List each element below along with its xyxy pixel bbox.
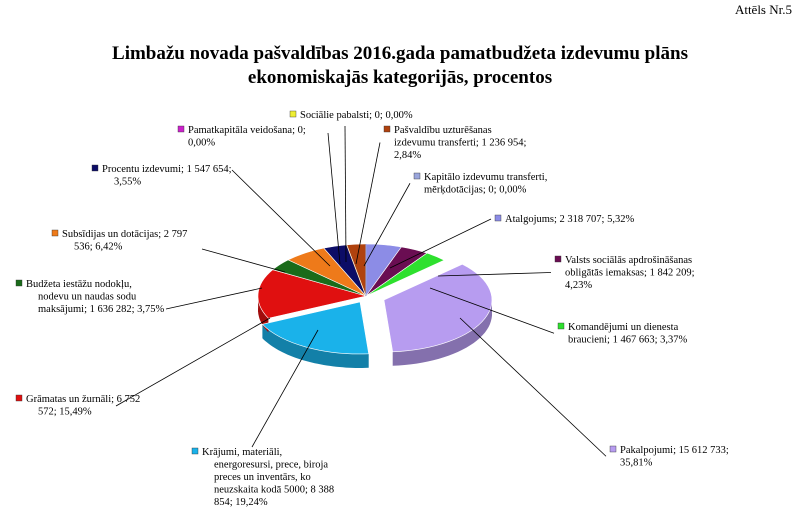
leader-line-subsidijas-un-dotacijas — [201, 248, 286, 273]
legend-key-valsts-socialas-apdrosinasanas-obligatas — [554, 255, 562, 263]
pie-side-krajumi-materiali-energoresursi-prece-bi — [262, 324, 369, 368]
leader-line-krajumi-materiali-energoresursi-prece-bi — [251, 329, 319, 448]
leader-line-pakalpojumi — [459, 317, 607, 457]
legend-key-gramatas-un-zurnali — [15, 394, 23, 402]
chart-title-line-1: Limbažu novada pašvaldības 2016.gada pam… — [112, 43, 688, 64]
pie-slice-gramatas-un-zurnali — [257, 269, 367, 319]
data-label-krajumi-materiali-energoresursi-prece-bi: Krājumi, materiāli, energoresursi, prece,… — [202, 447, 334, 508]
legend-key-atalgojums — [494, 214, 502, 222]
legend-key-kapitalo-izdevumu-transferti-merkdotacij — [413, 172, 421, 180]
data-label-pakalpojumi: Pakalpojumi; 15 612 733; 35,81% — [620, 445, 729, 469]
legend-key-budzeta-iestazu-nodoklu-nodevu-un-naudas — [15, 279, 23, 287]
legend-key-pasvaldibu-uzturesanas-izdevumu-transfer — [383, 125, 391, 133]
pie-side-gramatas-un-zurnali — [258, 293, 269, 333]
leader-line-atalgojums — [389, 218, 492, 269]
data-label-socialie-pabalsti: Sociālie pabalsti; 0; 0,00% — [300, 110, 413, 121]
chart-title: Limbažu novada pašvaldības 2016.gada pam… — [0, 42, 800, 90]
data-label-gramatas-un-zurnali: Grāmatas un žurnāli; 6 752 572; 15,49% — [26, 394, 140, 418]
legend-key-procentu-izdevumi — [91, 164, 99, 172]
data-label-kapitalo-izdevumu-transferti-merkdotacij: Kapitālo izdevumu transferti, mērķdotācij… — [424, 172, 547, 196]
data-label-budzeta-iestazu-nodoklu-nodevu-un-naudas: Budžeta iestāžu nodokļu, nodevu un naudas… — [26, 279, 165, 315]
pie-slice-krajumi-materiali-energoresursi-prece-bi — [261, 301, 370, 355]
legend-key-pamatkapitala-veidosana — [177, 125, 185, 133]
chart-title-line-2: ekonomiskajās kategorijās, procentos — [247, 67, 553, 88]
data-label-komandejumi-un-dienesta-braucieni: Komandējumi un dienesta braucieni; 1 467 … — [568, 322, 688, 346]
data-label-atalgojums: Atalgojums; 2 318 707; 5,32% — [505, 214, 634, 225]
data-label-procentu-izdevumi: Procentu izdevumi; 1 547 654; 3,55% — [102, 164, 232, 188]
legend-key-subsidijas-un-dotacijas — [51, 229, 59, 237]
pie-side-pakalpojumi — [392, 298, 492, 366]
legend-key-krajumi-materiali-energoresursi-prece-bi — [191, 447, 199, 455]
leader-line-gramatas-un-zurnali — [115, 317, 271, 407]
leader-lines — [115, 125, 607, 457]
data-labels: Atalgojums; 2 318 707; 5,32% Valsts sociā… — [15, 110, 729, 508]
leader-line-socialie-pabalsti — [344, 125, 347, 263]
leader-line-pasvaldibu-uzturesanas-izdevumu-transfer — [355, 142, 381, 265]
data-label-valsts-socialas-apdrosinasanas-obligatas: Valsts sociālās apdrošināšanas obligātās … — [565, 255, 695, 291]
leader-line-kapitalo-izdevumu-transferti-merkdotacij — [363, 183, 411, 267]
leader-line-procentu-izdevumi — [231, 169, 331, 267]
data-label-pasvaldibu-uzturesanas-izdevumu-transfer: Pašvaldību uzturēšanas izdevumu transfert… — [394, 125, 526, 161]
pie-slices — [257, 243, 493, 368]
leader-line-valsts-socialas-apdrosinasanas-obligatas — [437, 272, 552, 277]
leader-line-komandejumi-un-dienesta-braucieni — [429, 287, 555, 334]
legend-key-komandejumi-un-dienesta-braucieni — [557, 322, 565, 330]
pie-slice-pasvaldibu-uzturesanas-izdevumu-transfer — [346, 243, 367, 297]
leader-line-budzeta-iestazu-nodoklu-nodevu-un-naudas — [165, 287, 263, 310]
data-label-subsidijas-un-dotacijas: Subsīdijas un dotācijas; 2 797 536; 6,42% — [62, 229, 187, 253]
pie-slice-komandejumi-un-dienesta-braucieni — [365, 252, 445, 297]
legend-key-pakalpojumi — [609, 445, 617, 453]
pie-slice-pakalpojumi — [383, 263, 493, 353]
data-label-pamatkapitala-veidosana: Pamatkapitāla veidošana; 0; 0,00% — [188, 125, 306, 149]
legend-key-socialie-pabalsti — [289, 110, 297, 118]
leader-line-pamatkapitala-veidosana — [327, 132, 341, 265]
figure-number: Attēls Nr.5 — [734, 2, 792, 17]
